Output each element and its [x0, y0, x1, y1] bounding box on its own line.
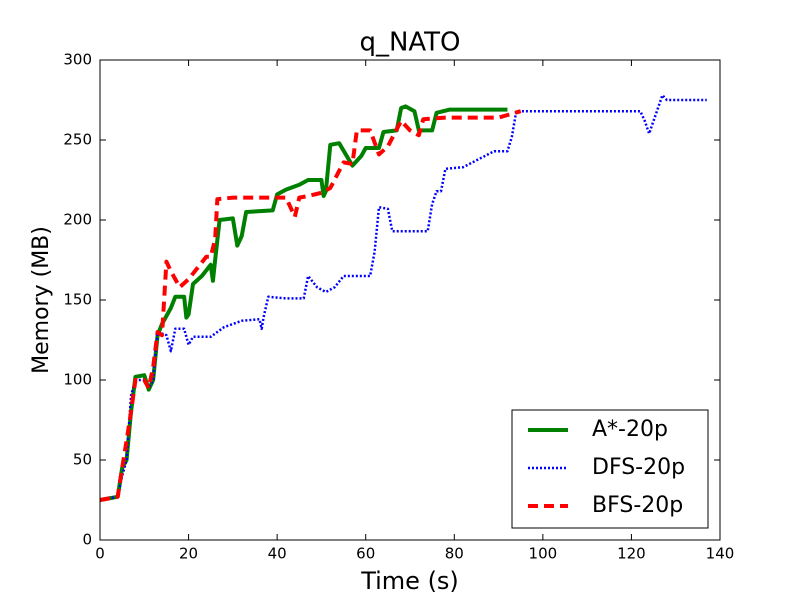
x-tick-label: 140: [706, 545, 735, 563]
x-tick-label: 120: [617, 545, 646, 563]
y-tick-label: 250: [63, 131, 92, 149]
legend-label: DFS-20p: [592, 455, 685, 480]
x-tick-label: 60: [356, 545, 375, 563]
x-tick-label: 40: [268, 545, 287, 563]
x-axis-label: Time (s): [360, 567, 459, 595]
plot-area: [99, 93, 707, 502]
y-tick-label: 300: [63, 51, 92, 69]
x-tick-label: 100: [529, 545, 558, 563]
y-tick-label: 50: [73, 451, 92, 469]
y-axis-label: Memory (MB): [29, 226, 54, 374]
x-tick-label: 80: [445, 545, 464, 563]
legend-label: A*-20p: [592, 417, 668, 442]
x-tick-label: 20: [179, 545, 198, 563]
legend-label: BFS-20p: [592, 493, 683, 518]
chart-title: q_NATO: [359, 28, 460, 58]
y-tick-label: 100: [63, 371, 92, 389]
legend: A*-20p DFS-20p BFS-20p: [511, 409, 709, 529]
x-tick-label: 0: [95, 545, 105, 563]
series-line: [99, 109, 522, 502]
y-tick-label: 0: [82, 531, 92, 549]
y-tick-label: 150: [63, 291, 92, 309]
y-tick-label: 200: [63, 211, 92, 229]
